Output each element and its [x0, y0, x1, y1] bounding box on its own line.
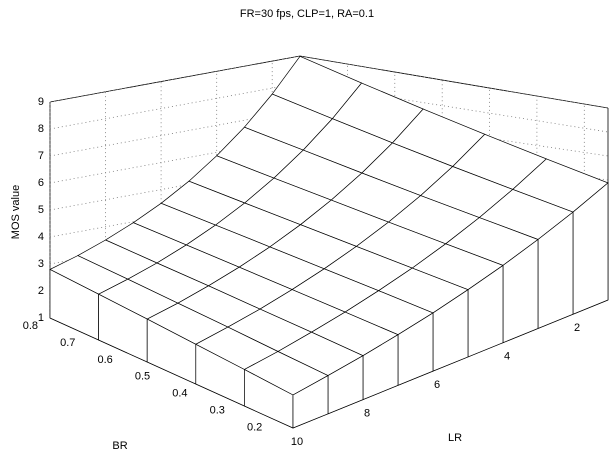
z-tick-label: 4 — [38, 231, 44, 243]
z-tick-label: 2 — [38, 285, 44, 297]
y-tick-label: 0.4 — [172, 388, 187, 400]
axis-box-edge — [49, 55, 301, 103]
axis-box-edge — [299, 55, 609, 109]
curtain-panel — [292, 375, 329, 429]
x-tick-label: 4 — [504, 351, 510, 363]
y-tick-label: 0.6 — [97, 354, 112, 366]
z-tick-label: 1 — [38, 312, 44, 324]
x-tick-label: 2 — [574, 322, 580, 334]
grid-line — [49, 55, 609, 109]
chart-title: FR=30 fps, CLP=1, RA=0.1 — [240, 8, 374, 20]
z-tick-label: 7 — [38, 150, 44, 162]
z-tick-label: 5 — [38, 204, 44, 216]
y-tick-label: 0.7 — [60, 337, 75, 349]
x-tick-label: 8 — [364, 407, 370, 419]
z-axis-label: MOS value — [10, 185, 22, 239]
x-tick-label: 10 — [291, 436, 303, 448]
y-tick-label: 0.3 — [210, 405, 225, 417]
z-tick-label: 3 — [38, 258, 44, 270]
z-tick-label: 6 — [38, 177, 44, 189]
z-tick-label: 8 — [38, 123, 44, 135]
y-axis-label: BR — [112, 440, 127, 452]
y-tick-label: 0.2 — [247, 421, 262, 433]
x-tick-label: 6 — [434, 379, 440, 391]
z-tick-label: 9 — [38, 96, 44, 108]
y-tick-label: 0.5 — [135, 371, 150, 383]
grid-line — [49, 109, 609, 157]
x-axis-label: LR — [448, 432, 462, 444]
grid-line — [49, 136, 609, 184]
grid-line — [49, 163, 609, 211]
y-tick-label: 0.8 — [23, 320, 38, 332]
grid-line — [49, 190, 609, 238]
grid-line — [49, 82, 609, 133]
